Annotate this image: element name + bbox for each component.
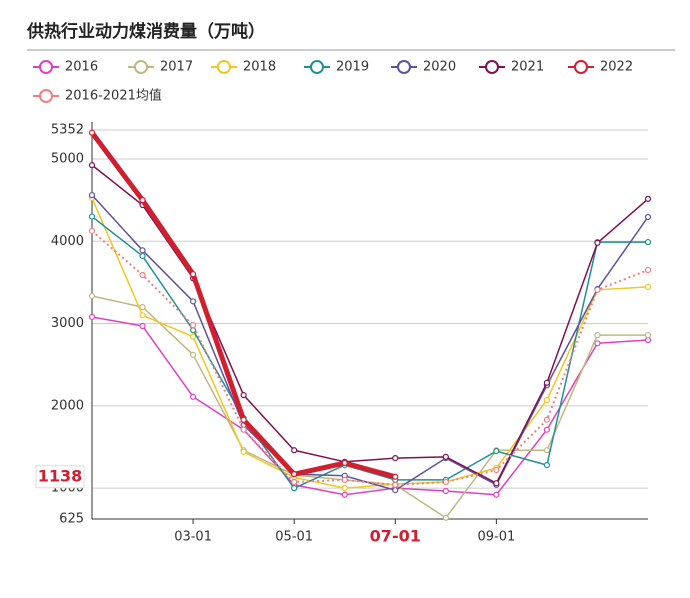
x-tick-label: 03-01: [174, 530, 212, 545]
point: [493, 491, 500, 498]
legend-label: 2019: [336, 60, 369, 75]
point: [189, 271, 197, 278]
point: [543, 447, 551, 454]
legend-label: 2016: [65, 60, 98, 75]
point: [493, 466, 500, 474]
point: [543, 461, 551, 469]
point: [543, 379, 551, 386]
point: [442, 478, 449, 486]
series-line: [91, 215, 648, 489]
point: [139, 247, 146, 254]
legend-marker: [485, 60, 499, 74]
point: [139, 252, 146, 260]
series-line: [91, 316, 649, 496]
legend-marker: [217, 60, 231, 74]
point: [189, 298, 197, 305]
point: [88, 192, 96, 199]
point: [240, 392, 247, 399]
legend-marker: [574, 60, 588, 74]
point: [240, 416, 247, 423]
point: [291, 471, 298, 478]
point: [240, 426, 247, 433]
point: [88, 227, 96, 235]
legend-label: 2017: [160, 60, 193, 75]
y-tick-label: 625: [59, 512, 84, 527]
point: [442, 487, 449, 495]
point: [139, 197, 146, 204]
point: [442, 453, 449, 460]
point: [644, 266, 652, 274]
y-tick-label: 2000: [51, 398, 84, 413]
point: [139, 312, 146, 319]
point: [644, 195, 652, 202]
legend-marker: [397, 60, 411, 74]
legend-label: 2018: [243, 60, 276, 75]
point: [543, 396, 551, 404]
series-line: [91, 197, 649, 489]
legend-marker: [39, 89, 53, 103]
x-tick-label: 09-01: [477, 530, 515, 545]
point: [543, 426, 551, 433]
point: [88, 129, 96, 136]
legend-label: 2021: [511, 60, 544, 75]
point: [341, 491, 348, 498]
chart-title: 供热行业动力煤消费量（万吨）: [26, 21, 265, 42]
point: [543, 416, 551, 423]
point: [240, 448, 247, 456]
point: [392, 473, 399, 480]
point: [341, 476, 348, 484]
series-line: [91, 164, 649, 484]
annotation-label: 1138: [38, 466, 83, 485]
point: [88, 162, 96, 169]
point: [88, 213, 96, 220]
legend-marker: [39, 60, 53, 74]
point: [189, 393, 197, 400]
point: [644, 213, 652, 221]
point: [392, 487, 399, 494]
y-tick-label: 4000: [51, 234, 84, 249]
point: [594, 239, 601, 247]
point: [291, 478, 298, 486]
point: [644, 336, 652, 344]
point: [139, 303, 146, 311]
point: [341, 459, 348, 467]
point: [88, 292, 96, 300]
annotation-box: [35, 465, 85, 489]
point: [644, 238, 652, 246]
point: [189, 351, 197, 358]
point: [189, 333, 197, 340]
legend-marker: [310, 60, 324, 74]
point: [291, 447, 298, 454]
legend-label: 2022: [600, 60, 633, 75]
legend-marker: [134, 60, 148, 74]
point: [291, 485, 298, 492]
series-line: [91, 230, 649, 486]
point: [644, 331, 652, 339]
y-tick-label: 3000: [51, 316, 84, 331]
y-tick-label: 5000: [51, 151, 84, 166]
point: [189, 322, 197, 329]
x-tick-label: 07-01: [370, 527, 421, 546]
point: [644, 283, 652, 291]
legend-label: 2016-2021均值: [65, 88, 162, 104]
series-line: [91, 194, 649, 491]
point: [392, 455, 399, 462]
point: [594, 331, 601, 339]
point: [594, 340, 601, 347]
point: [442, 514, 449, 521]
point: [88, 313, 96, 321]
point: [139, 271, 146, 279]
point: [139, 322, 146, 330]
point: [493, 448, 500, 455]
point: [341, 485, 348, 492]
point: [392, 481, 399, 488]
legend-label: 2020: [423, 60, 456, 75]
y-tick-label: 5352: [51, 123, 84, 138]
point: [594, 286, 601, 293]
x-tick-label: 05-01: [275, 530, 313, 545]
point: [493, 480, 500, 487]
